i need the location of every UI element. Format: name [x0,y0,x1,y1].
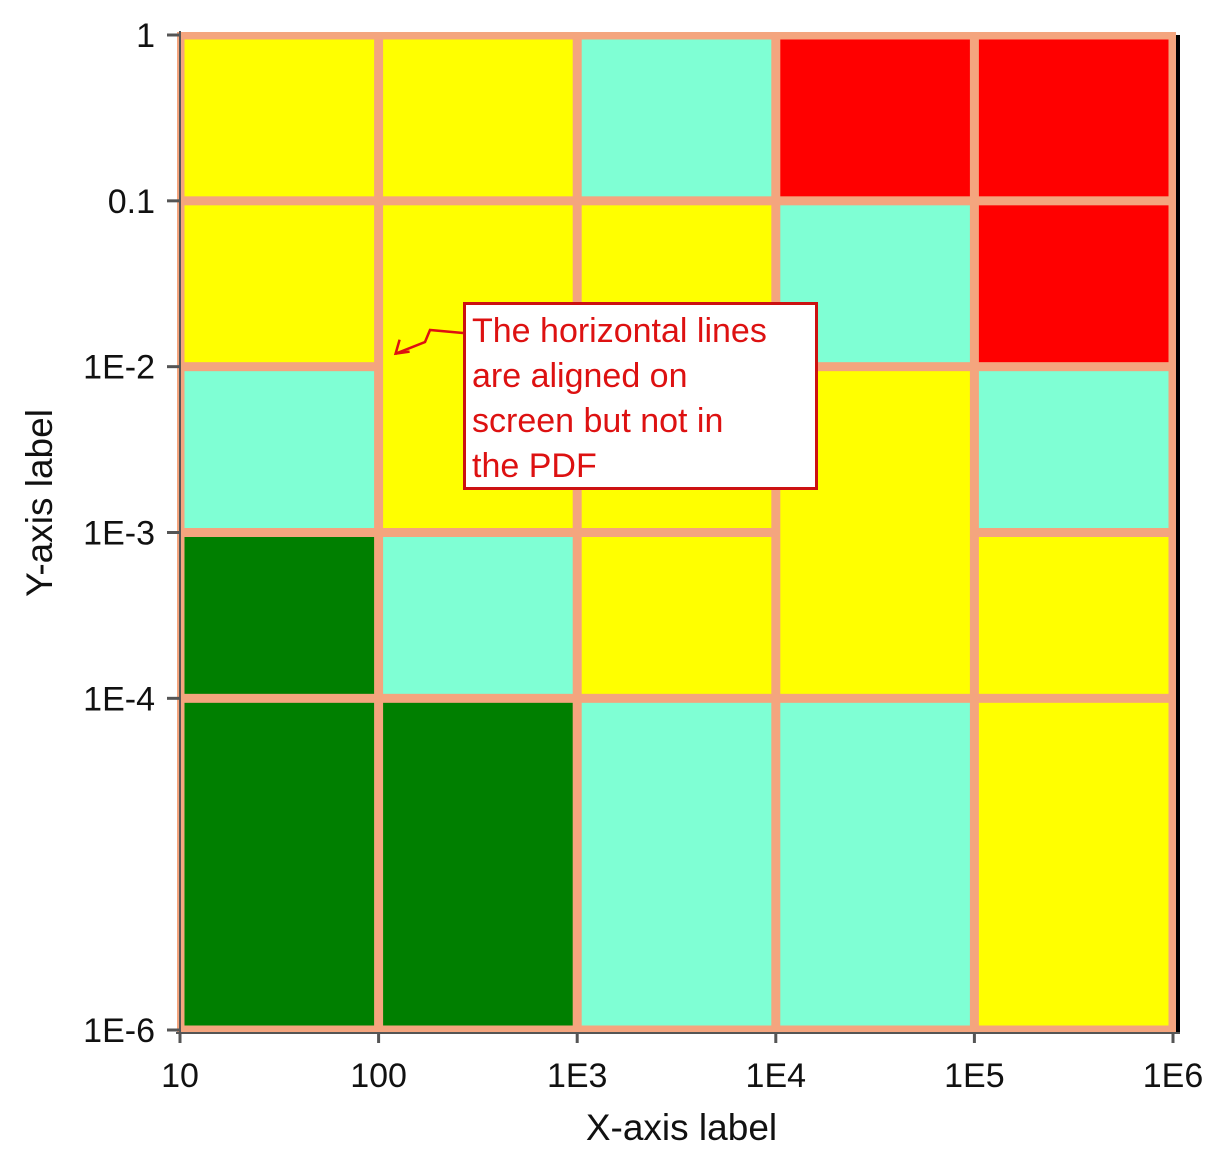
y-tick-label: 1E-2 [83,349,155,387]
heatmap-cell [581,39,772,197]
annotation-line: the PDF [472,447,597,485]
annotation-line: The horizontal lines [472,312,767,350]
annotation-line: are aligned on [472,357,688,395]
y-tick-label: 1E-6 [83,1012,155,1050]
heatmap-cell [978,702,1169,1026]
heatmap-cell [184,537,375,694]
heatmap-cell [978,39,1169,197]
heatmap-cell [780,39,970,197]
y-tick-label: 1 [136,17,155,55]
heatmap-cell [184,702,375,1026]
heatmap-cell [978,205,1169,363]
axis-ticks: 10 100 1E3 1E4 1E5 1E6 1 0.1 1E-2 1E-3 1E-4 1E-6 [83,17,1203,1095]
x-tick-label: 10 [161,1057,199,1095]
y-axis-label: Y-axis label [19,409,60,597]
heatmap-cell [978,371,1169,528]
annotation-arrow [393,328,464,356]
heatmap-cell [184,205,375,363]
plot-shadow-right [1173,35,1180,1033]
annotation-line: screen but not in [472,402,724,440]
x-tick-label: 100 [350,1057,407,1095]
annotation-box: The horizontal lines are aligned on scre… [463,302,818,490]
x-tick-label: 1E6 [1143,1057,1204,1095]
heatmap-cell [978,537,1169,694]
x-tick-label: 1E3 [547,1057,608,1095]
y-tick-label: 0.1 [108,183,155,221]
heatmap-cell [383,702,573,1026]
annotation-arrow-head [393,339,410,356]
heatmap-cell [780,702,970,1026]
heatmap-cell [184,39,375,197]
annotation-arrow-line [395,328,464,355]
heatmap-cell [383,537,573,694]
x-axis-label: X-axis label [586,1107,777,1148]
y-tick-label: 1E-4 [83,680,155,718]
x-tick-label: 1E4 [746,1057,807,1095]
heatmap-cell [581,702,772,1026]
heatmap-cell [581,537,772,694]
heatmap-cell [184,371,375,528]
heatmap-cell [383,39,573,197]
y-tick-label: 1E-3 [83,515,155,553]
x-tick-label: 1E5 [944,1057,1005,1095]
